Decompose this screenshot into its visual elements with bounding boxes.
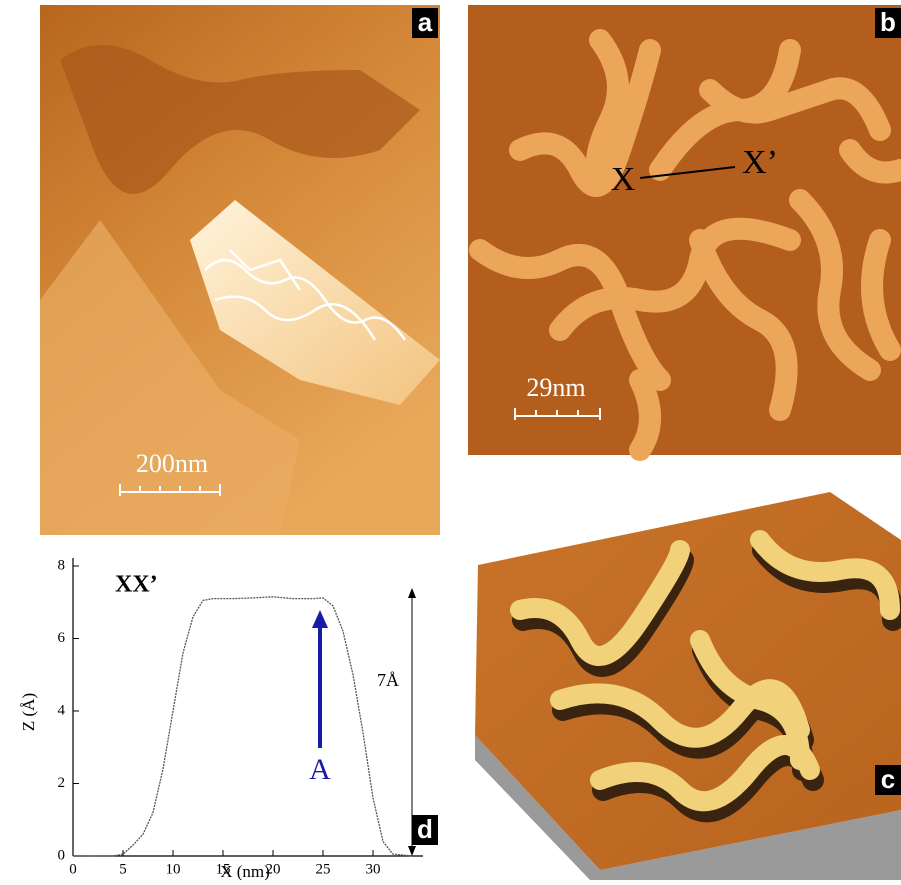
annotation: XX’ <box>115 572 158 598</box>
y-axis-title: Z (Å) <box>19 693 38 731</box>
panel-label: a <box>418 7 433 37</box>
x-tick-label: 0 <box>69 861 77 877</box>
panel-label: c <box>881 764 895 794</box>
panel-c: c <box>475 492 901 880</box>
y-tick-label: 4 <box>58 702 66 718</box>
panel-label: b <box>880 7 896 37</box>
figure: a 200nm b X X’ 29nm <box>0 0 901 880</box>
panel-d: XX’ A 7Å X (nm) Z (Å) d <box>19 572 438 881</box>
marker-start: X <box>611 161 636 198</box>
marker-end: X’ <box>742 144 778 181</box>
x-tick-label: 15 <box>216 861 231 877</box>
x-tick-label: 10 <box>166 861 181 877</box>
x-tick-label: 25 <box>316 861 331 877</box>
scale-bar-label: 29nm <box>526 373 585 402</box>
panel-b: b X X’ 29nm <box>468 5 901 455</box>
profile-line <box>73 597 413 856</box>
arrow-head <box>312 610 328 628</box>
panel-label: d <box>417 814 433 844</box>
y-tick-label: 6 <box>58 630 66 646</box>
arrow-label: A <box>309 753 331 786</box>
y-tick-label: 8 <box>58 557 66 573</box>
scale-bar-label: 200nm <box>136 449 208 478</box>
height-label: 7Å <box>377 670 399 690</box>
y-tick-label: 2 <box>58 775 66 791</box>
x-tick-label: 30 <box>366 861 381 877</box>
x-tick-label: 5 <box>119 861 127 877</box>
panel-a: a 200nm <box>40 5 440 535</box>
y-tick-label: 0 <box>58 847 66 863</box>
x-tick-label: 20 <box>266 861 281 877</box>
